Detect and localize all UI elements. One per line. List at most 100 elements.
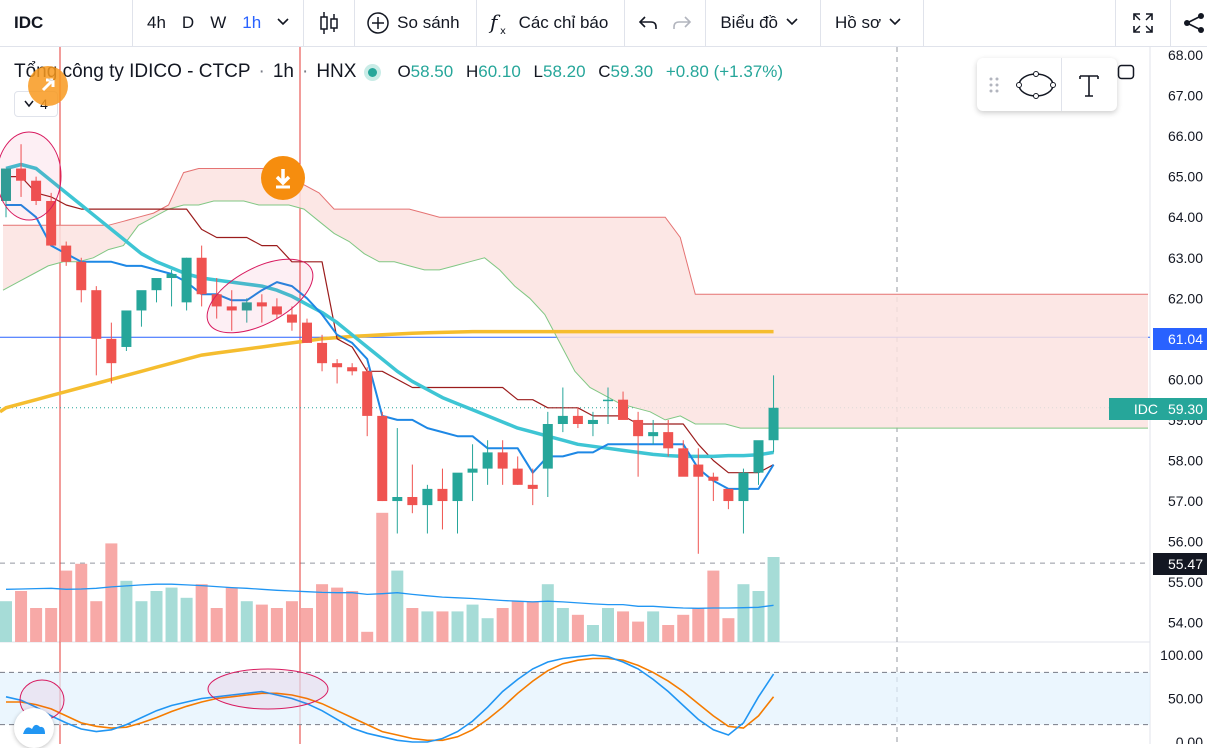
event-marker-icon[interactable] <box>28 66 68 106</box>
candle-body <box>497 452 508 469</box>
price-tick-label: 54.00 <box>1168 615 1203 631</box>
volume-bar <box>15 591 28 642</box>
last-price-tag: IDC 59.30 <box>1109 398 1207 420</box>
interval-dropdown-chevron-icon[interactable] <box>269 17 297 29</box>
chart-drawings <box>0 131 329 721</box>
interval-4h[interactable]: 4h <box>147 13 166 32</box>
interval-w[interactable]: W <box>210 13 227 32</box>
candle-body <box>587 419 598 425</box>
candle-body <box>286 314 297 323</box>
tradingview-logo[interactable] <box>14 708 54 748</box>
legend-company-name: Tổng công ty IDICO - CTCP <box>14 61 251 82</box>
candle-body <box>557 415 568 425</box>
volume-bar <box>150 591 163 642</box>
price-tick-label: 68.00 <box>1168 47 1203 63</box>
price-tick-label: 66.00 <box>1168 128 1203 144</box>
oscillator-band <box>0 672 1150 725</box>
volume-bar <box>376 512 389 642</box>
volume-bar <box>285 601 298 642</box>
volume-bar <box>496 608 509 642</box>
volume-bar <box>120 580 133 642</box>
candlesticks <box>1 144 779 554</box>
text-tool-icon[interactable] <box>1062 72 1116 98</box>
ma-level-tag: 61.04 <box>1153 328 1207 350</box>
indicators-label: Các chỉ báo <box>518 13 609 32</box>
market-status-icon[interactable] <box>368 67 378 77</box>
toolbar-divider <box>132 0 133 46</box>
volume-bar <box>240 601 253 642</box>
candle-body <box>633 419 644 437</box>
interval-1h[interactable]: 1h <box>242 13 262 32</box>
close-label: C <box>598 62 611 81</box>
chevron-down-icon <box>881 17 909 29</box>
volume-bar <box>677 614 690 642</box>
oscillator-tick-label: 0.00 <box>1176 734 1203 744</box>
ichimoku-cloud <box>2 168 1148 429</box>
price-tick-label: 67.00 <box>1168 88 1203 104</box>
volume-bar <box>722 618 735 642</box>
candle-body <box>452 472 463 502</box>
indicator-lines <box>0 162 775 490</box>
candle-body <box>663 432 674 449</box>
symbol-search[interactable]: IDC <box>14 13 44 32</box>
drag-handle-icon[interactable] <box>977 76 1011 94</box>
volume-bar <box>105 543 118 642</box>
interval-d[interactable]: D <box>181 13 195 32</box>
volume-bar <box>270 608 283 642</box>
candle-body <box>422 488 433 506</box>
ellipse-drawing <box>206 258 314 334</box>
candle-body <box>572 415 583 425</box>
redo-icon[interactable] <box>669 10 695 36</box>
candle-body <box>753 440 764 473</box>
chart-type-label: Biểu đồ <box>720 13 779 32</box>
candle-body <box>31 180 42 201</box>
candle-body <box>678 448 689 477</box>
dividend-marker-icon[interactable] <box>261 156 305 200</box>
candle-body <box>241 302 252 311</box>
compare-button[interactable]: So sánh <box>355 0 475 46</box>
high-value: 60.10 <box>478 62 521 81</box>
change-value: +0.80 (+1.37%) <box>665 62 784 81</box>
screenshot-icon[interactable] <box>1117 63 1135 81</box>
toolbar-divider <box>303 0 305 46</box>
last-price-value: 59.30 <box>1167 401 1203 417</box>
candle-body <box>467 468 478 473</box>
oscillator-tick-label: 50.00 <box>1168 691 1203 707</box>
candle-body <box>151 278 162 291</box>
candle-body <box>61 245 72 262</box>
chart-type-menu[interactable]: Biểu đồ <box>706 0 820 46</box>
candle-body <box>166 273 177 279</box>
open-label: O <box>397 62 411 81</box>
volume-ma-line <box>5 583 774 609</box>
share-button[interactable] <box>1171 0 1207 46</box>
candle-body <box>723 488 734 502</box>
candle-body <box>136 290 147 311</box>
undo-icon[interactable] <box>635 10 661 36</box>
candle-style-button[interactable] <box>304 0 354 46</box>
senkou-a-line <box>3 168 1148 295</box>
candle-body <box>738 472 749 502</box>
candles-icon <box>316 10 342 36</box>
candle-body <box>407 496 418 506</box>
volume-bar <box>210 608 223 642</box>
svg-text:x: x <box>500 26 506 36</box>
candle-body <box>482 452 493 469</box>
volume-bar <box>451 611 464 642</box>
volume-bar <box>316 584 329 642</box>
candle-body <box>618 399 629 420</box>
ma-level-value: 61.04 <box>1167 331 1203 347</box>
volume-bar <box>617 611 630 642</box>
volume-bar <box>30 608 43 642</box>
stoch-d-series <box>6 657 775 742</box>
volume-bar <box>632 621 645 642</box>
ellipse-tool-icon[interactable] <box>1011 70 1061 100</box>
price-chart[interactable]: 68.0067.0066.0065.0064.0063.0062.0061.00… <box>0 47 1207 744</box>
candle-body <box>648 432 659 437</box>
profile-menu[interactable]: Hồ sơ <box>821 0 923 46</box>
price-tick-label: 65.00 <box>1168 169 1203 185</box>
fullscreen-button[interactable] <box>1116 0 1170 46</box>
candle-body <box>256 302 267 307</box>
legend-exchange: HNX <box>316 61 357 82</box>
